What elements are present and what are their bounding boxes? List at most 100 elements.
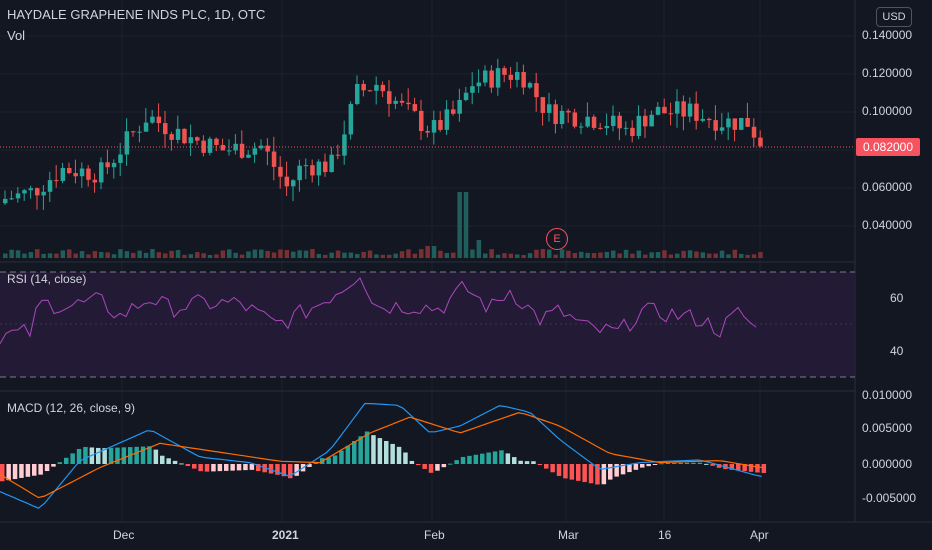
- macd-lines: [0, 402, 762, 509]
- volume-bar: [668, 254, 674, 258]
- volume-bar: [579, 251, 584, 258]
- rsi-tick: 60: [890, 291, 904, 305]
- candle-body: [284, 176, 290, 187]
- candle-body: [662, 106, 667, 114]
- candle-body: [118, 154, 123, 163]
- volume-bar: [662, 250, 667, 258]
- candle-body: [668, 113, 674, 115]
- macd-hist-bar: [25, 464, 31, 477]
- volume-bar: [329, 252, 334, 258]
- candle-body: [457, 100, 462, 114]
- price-tick: 0.060000: [862, 180, 913, 194]
- volume-bar: [553, 254, 558, 258]
- volume-bar: [214, 254, 219, 258]
- candle-body: [150, 116, 155, 123]
- candle-body: [451, 109, 456, 114]
- candle-body: [79, 168, 85, 177]
- volume-bar: [355, 254, 360, 258]
- candle-body: [271, 151, 277, 167]
- candle-body: [131, 131, 136, 133]
- volume-bar: [259, 249, 264, 258]
- volume-bar: [559, 249, 565, 258]
- macd-hist-bar: [313, 462, 319, 464]
- candle-body: [156, 116, 162, 124]
- volume-bar: [521, 254, 526, 258]
- candle-body: [303, 165, 309, 167]
- currency-button[interactable]: USD: [876, 7, 912, 27]
- volume-bar: [719, 250, 725, 258]
- candle-body: [355, 84, 360, 104]
- volume-bar: [41, 253, 46, 258]
- candle-body: [387, 91, 392, 104]
- macd-hist-bar: [595, 464, 600, 485]
- candle-body: [15, 193, 21, 199]
- volume-bar: [9, 249, 14, 258]
- candle-body: [47, 180, 53, 192]
- macd-hist-bar: [704, 463, 709, 465]
- macd-hist-bar: [51, 464, 56, 467]
- candle-body: [438, 120, 443, 130]
- volume-bar: [233, 252, 238, 258]
- macd-hist-bar: [224, 464, 229, 471]
- volume-bar: [348, 252, 354, 258]
- volume-bar: [681, 250, 686, 258]
- macd-tick: 0.000000: [862, 457, 913, 471]
- candle-body: [726, 118, 731, 128]
- macd-hist-bar: [364, 431, 370, 464]
- macd-hist-bar: [288, 464, 293, 479]
- volume-bar: [547, 249, 552, 258]
- macd-line: [0, 402, 762, 509]
- macd-hist-bar: [537, 464, 543, 465]
- macd-hist-bar: [153, 449, 159, 464]
- volume-bar: [195, 252, 200, 258]
- volume-bar: [201, 253, 206, 258]
- macd-hist-bar: [563, 464, 568, 479]
- volume-bar: [515, 254, 520, 258]
- macd-hist-bar: [480, 453, 485, 464]
- macd-hist-bar: [640, 464, 645, 468]
- macd-hist-bar: [44, 464, 50, 472]
- volume-bar: [3, 253, 8, 258]
- macd-hist-bar: [96, 447, 101, 464]
- earnings-marker[interactable]: E: [546, 228, 568, 250]
- candle-body: [572, 112, 578, 127]
- macd-legend: MACD (12, 26, close, 9): [7, 401, 136, 415]
- macd-hist-bar: [345, 445, 351, 464]
- volume-bar: [745, 254, 750, 258]
- macd-hist-bar: [499, 450, 504, 464]
- volume-bar: [175, 250, 181, 258]
- volume-bar: [732, 249, 738, 258]
- candle-body: [623, 127, 629, 129]
- candle-body: [124, 131, 130, 155]
- candle-body: [655, 106, 661, 115]
- candle-body: [617, 115, 622, 129]
- volume-bar: [438, 250, 443, 258]
- macd-hist-bar: [384, 441, 389, 464]
- volume-bar: [284, 250, 290, 258]
- candle-body: [713, 120, 718, 131]
- volume-bar: [476, 240, 482, 258]
- macd-hist-bar: [307, 464, 312, 467]
- macd-hist-bar: [460, 456, 466, 464]
- macd-hist-bar: [32, 464, 37, 476]
- macd-hist-bar: [147, 446, 152, 464]
- candle-body: [233, 143, 238, 151]
- volume-bar: [67, 249, 72, 258]
- volume-bar: [22, 253, 27, 258]
- candle-body: [483, 70, 488, 83]
- macd-hist-bar: [76, 448, 82, 464]
- volume-bar: [643, 254, 648, 258]
- candle-body: [374, 84, 379, 91]
- macd-hist-bar: [672, 462, 677, 464]
- candle-body: [143, 122, 149, 132]
- candle-body: [278, 166, 283, 177]
- macd-hist-bar: [12, 464, 18, 480]
- macd-hist-bar: [454, 460, 459, 464]
- macd-histogram: [0, 431, 767, 485]
- macd-hist-bar: [710, 464, 715, 466]
- candle-body: [227, 150, 232, 152]
- candle-body: [694, 103, 699, 121]
- volume-bar: [425, 246, 430, 258]
- candle-body: [54, 180, 59, 182]
